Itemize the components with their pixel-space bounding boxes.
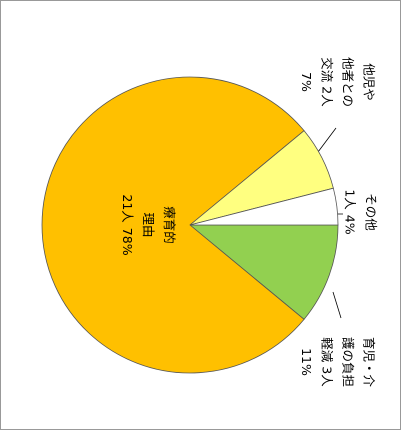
label-line: 療育的: [163, 206, 178, 244]
label-line: 育児・介: [362, 337, 377, 388]
label-line: 護の負担: [341, 337, 356, 387]
label-text: 護の負担: [341, 337, 356, 387]
label-line: 21人78%: [121, 194, 136, 255]
pie-slice: [189, 187, 339, 226]
label-text: 軽減 3人: [320, 337, 335, 387]
label-line: 他者との: [341, 57, 356, 107]
label-text: 他児や: [362, 63, 377, 101]
label-text: 他者との: [341, 57, 356, 107]
percent-label: 78%: [121, 228, 136, 256]
label-text: 交流 2人: [320, 57, 335, 107]
label-text: 療育的: [163, 206, 178, 244]
pie-slice: [188, 224, 339, 320]
label-line: 軽減 3人: [320, 337, 335, 387]
label-line: 交流 2人: [320, 57, 335, 107]
label-text: 21人: [121, 194, 136, 223]
label-text: 育児・介: [362, 337, 377, 388]
label-text: その他: [364, 193, 379, 231]
percent-label: 7%: [299, 72, 314, 92]
label-line: 1人4%: [343, 189, 358, 234]
percent-label: 11%: [299, 348, 314, 376]
label-line: 他児や: [362, 63, 377, 101]
pie-slice: [41, 76, 305, 374]
label-line: その他: [364, 193, 379, 231]
label-text: 1人: [343, 189, 358, 210]
percent-label: 4%: [343, 215, 358, 235]
label-line: 理由: [142, 212, 157, 237]
label-text: 理由: [142, 212, 157, 237]
